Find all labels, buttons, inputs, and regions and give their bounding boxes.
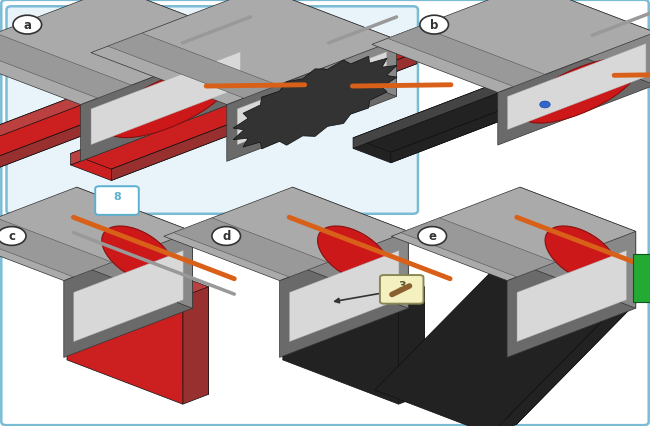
- Circle shape: [13, 16, 42, 35]
- Polygon shape: [0, 219, 112, 277]
- Polygon shape: [521, 59, 638, 124]
- Polygon shape: [353, 31, 636, 149]
- Polygon shape: [491, 287, 650, 426]
- Text: a: a: [23, 19, 31, 32]
- Polygon shape: [91, 0, 396, 105]
- Polygon shape: [508, 44, 646, 130]
- Polygon shape: [498, 33, 650, 146]
- Polygon shape: [91, 53, 240, 145]
- Polygon shape: [67, 253, 183, 404]
- Polygon shape: [0, 37, 270, 170]
- Polygon shape: [375, 253, 626, 426]
- Text: 3: 3: [398, 280, 406, 291]
- Polygon shape: [507, 232, 636, 357]
- Polygon shape: [289, 251, 399, 342]
- Polygon shape: [545, 227, 617, 282]
- Polygon shape: [0, 34, 131, 99]
- Polygon shape: [292, 188, 408, 308]
- Polygon shape: [111, 53, 417, 181]
- Polygon shape: [318, 227, 389, 282]
- Polygon shape: [252, 69, 378, 138]
- Polygon shape: [391, 45, 650, 164]
- Polygon shape: [237, 53, 387, 145]
- Polygon shape: [280, 232, 408, 357]
- Polygon shape: [283, 253, 398, 404]
- Polygon shape: [309, 243, 424, 394]
- Polygon shape: [520, 188, 636, 308]
- Polygon shape: [372, 0, 650, 93]
- Circle shape: [540, 102, 550, 109]
- Polygon shape: [400, 243, 650, 424]
- Polygon shape: [233, 57, 397, 150]
- Polygon shape: [398, 287, 424, 404]
- Polygon shape: [81, 40, 250, 162]
- Circle shape: [420, 16, 448, 35]
- Text: e: e: [428, 230, 436, 243]
- Polygon shape: [102, 227, 174, 282]
- Polygon shape: [0, 0, 250, 105]
- Polygon shape: [106, 69, 231, 138]
- FancyBboxPatch shape: [95, 187, 139, 215]
- Polygon shape: [174, 219, 328, 277]
- Text: c: c: [8, 230, 15, 243]
- Polygon shape: [227, 40, 396, 162]
- Polygon shape: [71, 37, 417, 170]
- Text: b: b: [430, 19, 438, 32]
- Polygon shape: [64, 232, 192, 357]
- Polygon shape: [93, 243, 209, 394]
- Polygon shape: [0, 37, 230, 166]
- Polygon shape: [0, 188, 192, 281]
- Polygon shape: [353, 31, 650, 153]
- Circle shape: [0, 227, 26, 246]
- Polygon shape: [0, 53, 270, 181]
- Polygon shape: [387, 27, 545, 87]
- Polygon shape: [183, 287, 209, 404]
- Polygon shape: [0, 49, 270, 181]
- Polygon shape: [108, 34, 278, 99]
- Polygon shape: [261, 0, 396, 97]
- Polygon shape: [77, 188, 192, 308]
- Polygon shape: [632, 254, 650, 302]
- Polygon shape: [517, 251, 627, 342]
- Polygon shape: [71, 37, 376, 166]
- Text: 8: 8: [113, 192, 121, 202]
- Polygon shape: [391, 188, 636, 281]
- Circle shape: [212, 227, 240, 246]
- Polygon shape: [73, 251, 183, 342]
- FancyBboxPatch shape: [380, 275, 424, 304]
- Polygon shape: [401, 219, 555, 277]
- Polygon shape: [529, 0, 650, 86]
- Circle shape: [418, 227, 447, 246]
- Text: d: d: [222, 230, 230, 243]
- Polygon shape: [114, 0, 250, 97]
- Polygon shape: [71, 49, 417, 181]
- Polygon shape: [164, 188, 408, 281]
- Polygon shape: [353, 41, 650, 164]
- FancyBboxPatch shape: [6, 7, 418, 214]
